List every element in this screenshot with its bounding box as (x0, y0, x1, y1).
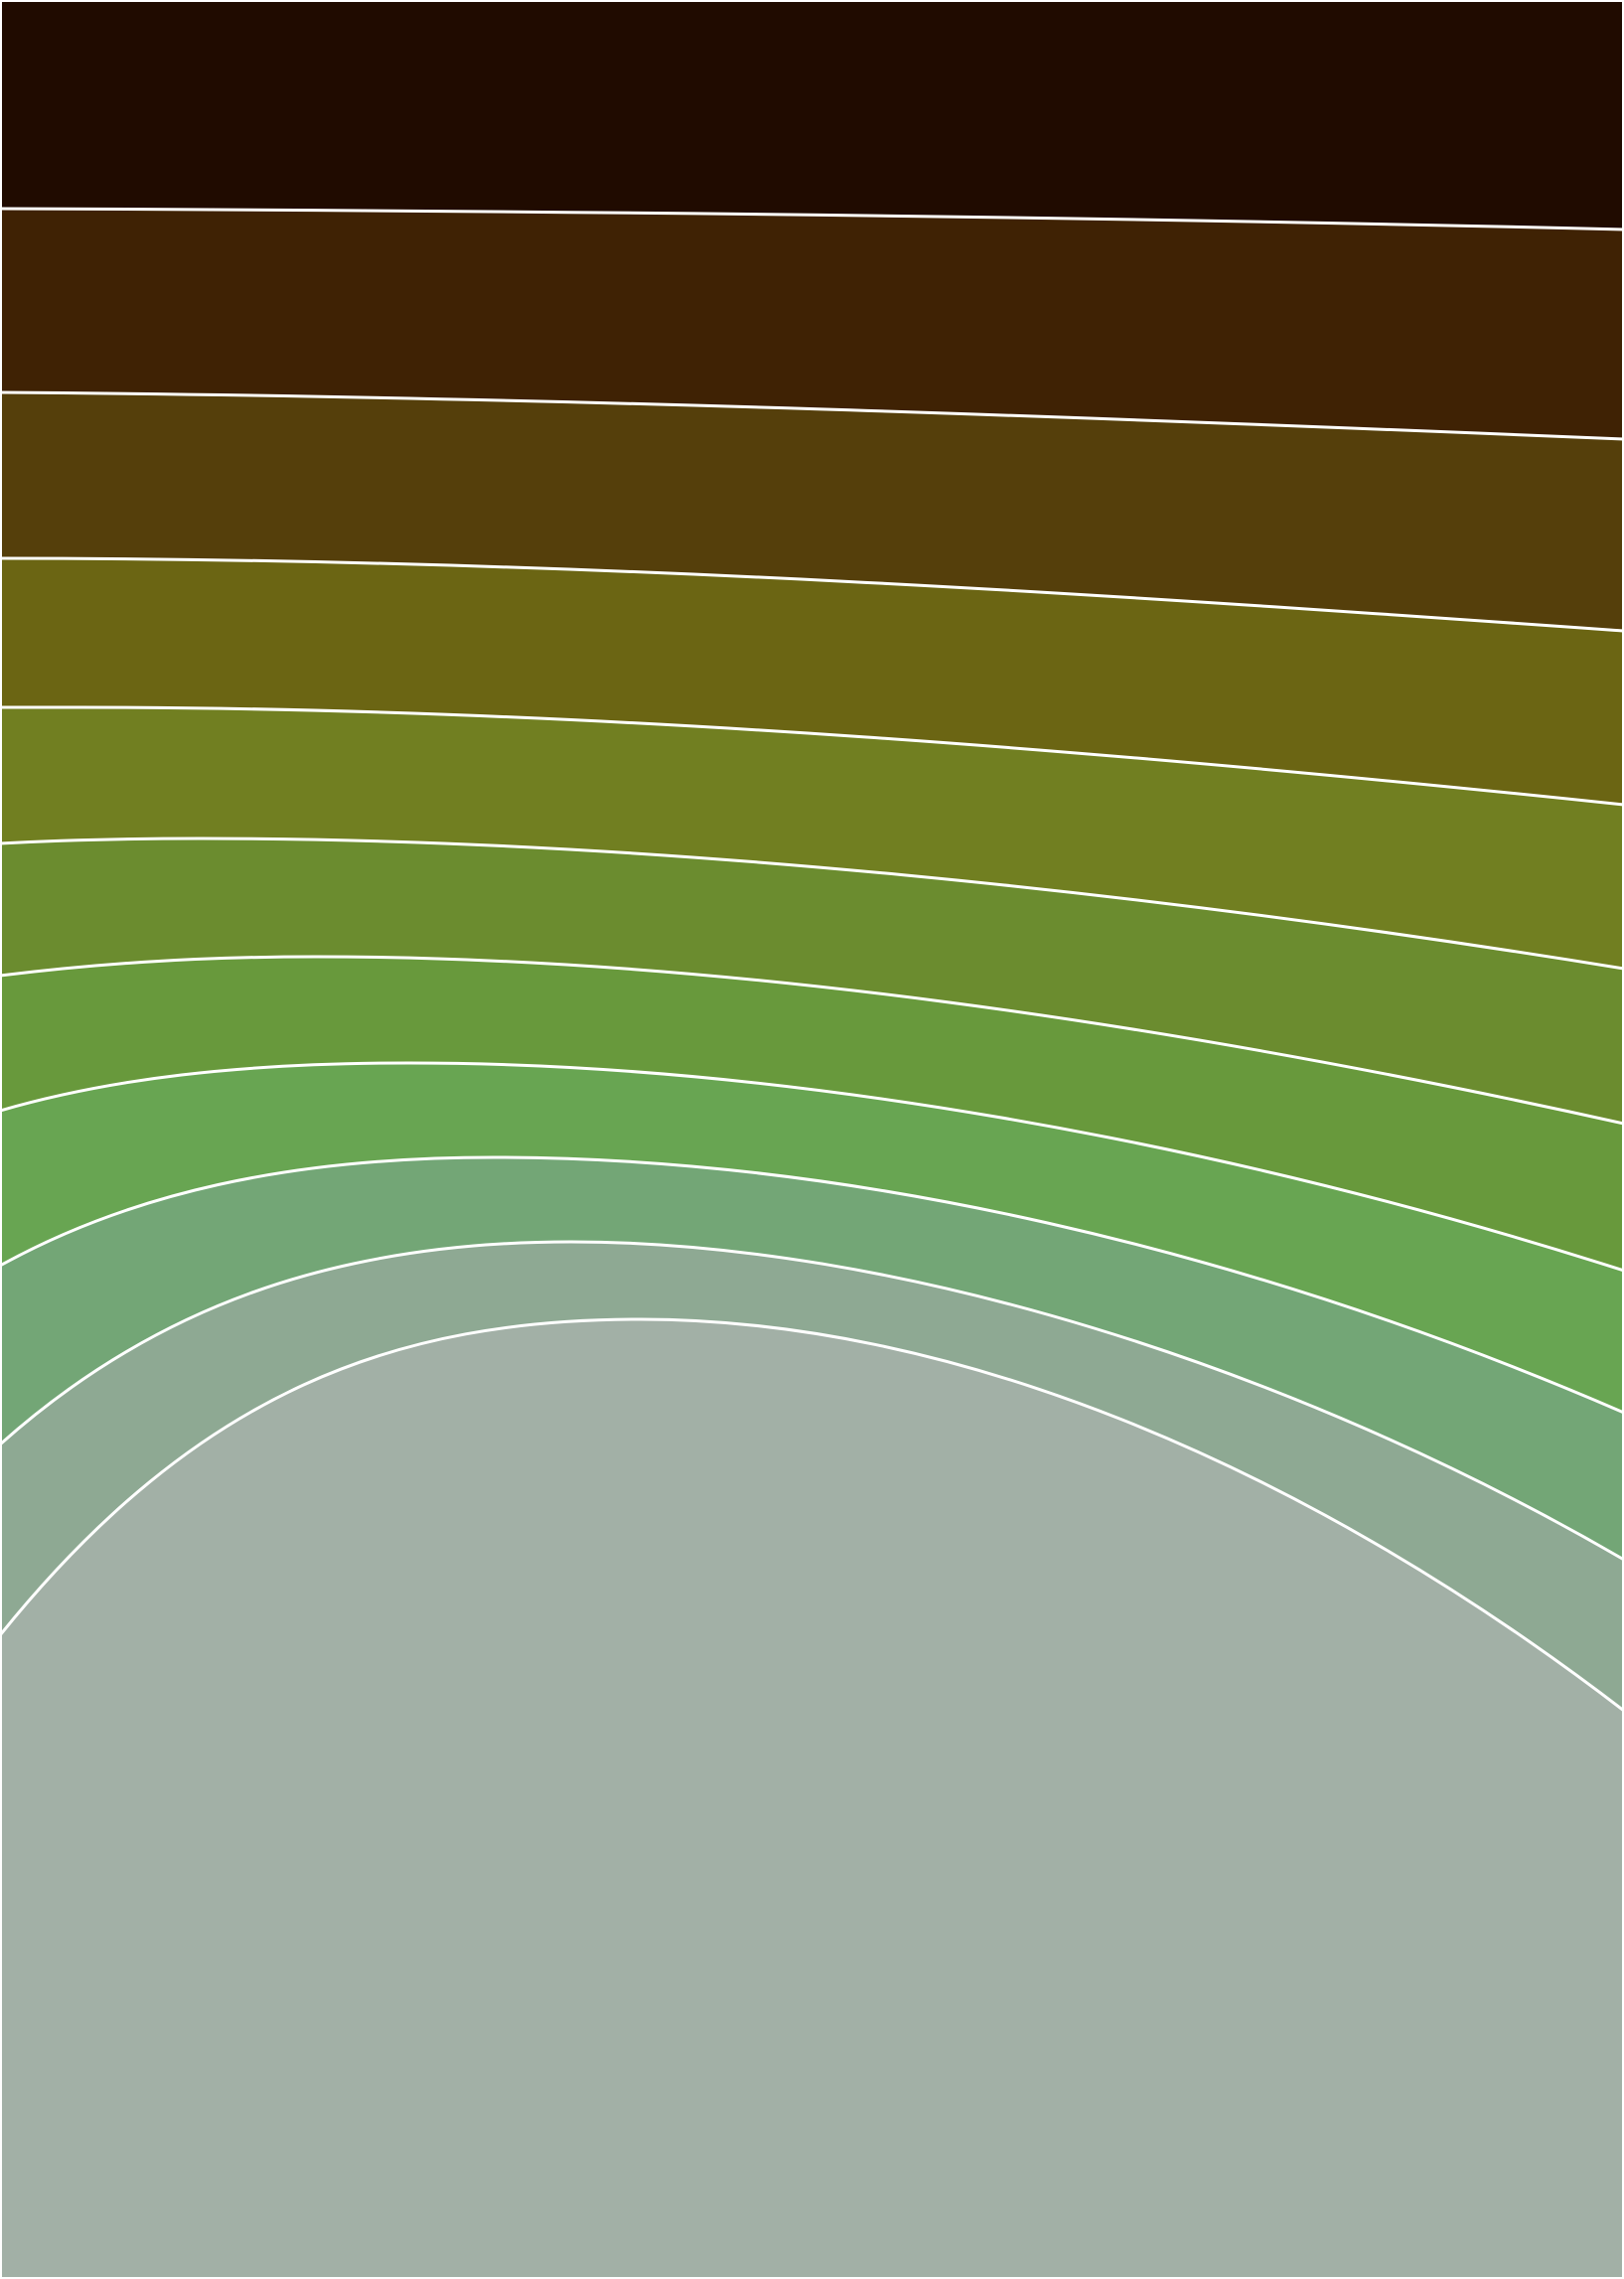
contour-line-9 (0, 1240, 1624, 1562)
contour-lines (0, 207, 1624, 1713)
contour-line-7 (0, 1061, 1624, 1273)
band-1 (0, 0, 1624, 229)
contour-line-1 (0, 207, 1624, 231)
contour-line-10 (0, 1317, 1624, 1713)
contour-line-5 (0, 836, 1624, 971)
contour-line-2 (0, 390, 1624, 441)
contour-line-4 (0, 705, 1624, 807)
contour-line-6 (0, 955, 1624, 1126)
contour-line-8 (0, 1155, 1624, 1415)
contour-line-3 (0, 556, 1624, 633)
